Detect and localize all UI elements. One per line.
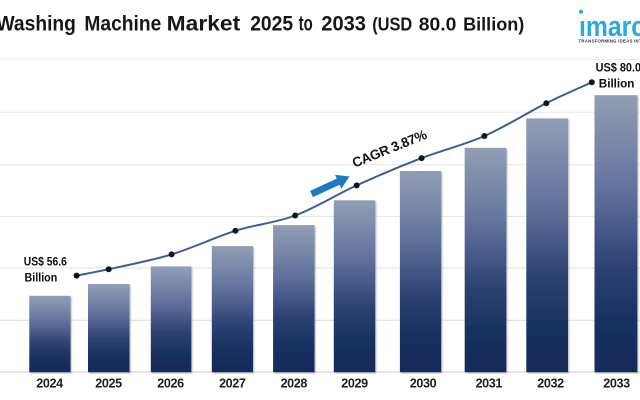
svg-text:Billion: Billion <box>599 78 635 91</box>
svg-text:Billion): Billion) <box>463 14 524 35</box>
svg-text:TRANSFORMING IDEAS INTO IMPACT: TRANSFORMING IDEAS INTO IMPACT <box>579 38 640 43</box>
svg-text:2033: 2033 <box>603 377 630 391</box>
svg-text:2026: 2026 <box>157 377 184 391</box>
svg-text:80.0: 80.0 <box>419 14 457 35</box>
svg-text:2027: 2027 <box>219 377 246 391</box>
svg-text:US$ 80.0: US$ 80.0 <box>596 62 640 75</box>
svg-text:2024: 2024 <box>36 377 63 391</box>
svg-text:to: to <box>299 13 313 36</box>
svg-text:ımarc: ımarc <box>579 11 640 43</box>
svg-text:2028: 2028 <box>281 377 308 391</box>
svg-text:US$ 56.6: US$ 56.6 <box>24 256 68 269</box>
svg-text:2025: 2025 <box>95 377 122 391</box>
svg-text:2032: 2032 <box>537 377 564 391</box>
svg-text:2030: 2030 <box>410 377 437 391</box>
svg-text:2025: 2025 <box>250 13 293 36</box>
svg-text:2031: 2031 <box>476 377 503 391</box>
svg-text:2029: 2029 <box>341 377 368 391</box>
svg-text:Market: Market <box>167 13 241 36</box>
svg-text:Billion: Billion <box>25 272 58 285</box>
svg-text:2033: 2033 <box>321 13 366 36</box>
svg-text:Machine: Machine <box>84 13 161 36</box>
svg-text:Washing: Washing <box>0 13 76 36</box>
svg-text:(USD: (USD <box>372 14 412 35</box>
